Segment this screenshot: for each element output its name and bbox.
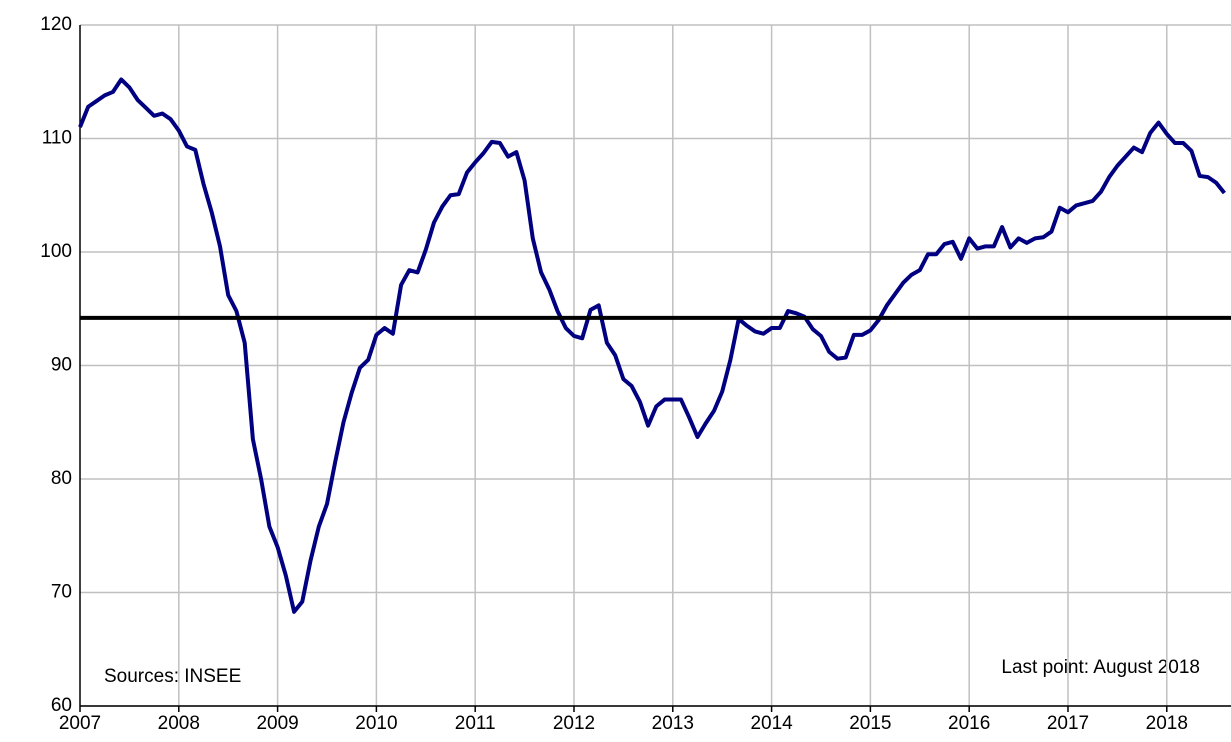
- x-tick-label: 2012: [553, 713, 595, 734]
- x-tick-label: 2010: [355, 713, 397, 734]
- y-tick-label: 60: [51, 695, 72, 716]
- data-line: [78, 77, 1226, 614]
- x-tick-label: 2016: [948, 713, 990, 734]
- y-tick-label: 70: [51, 582, 72, 603]
- x-tick-label: 2008: [158, 713, 200, 734]
- last-point-note: Last point: August 2018: [1001, 657, 1200, 678]
- x-tick-label: 2013: [652, 713, 694, 734]
- y-tick-label: 90: [51, 355, 72, 376]
- y-tick-label: 110: [42, 128, 72, 149]
- source-note: Sources: INSEE: [104, 666, 241, 687]
- y-tick-label: 120: [40, 14, 72, 35]
- y-tick-label: 100: [40, 241, 72, 262]
- x-tick-label: 2018: [1146, 713, 1188, 734]
- x-tick-label: 2015: [849, 713, 891, 734]
- x-tick-label: 2007: [59, 713, 101, 734]
- x-tick-label: 2011: [455, 713, 496, 734]
- x-tick-label: 2009: [256, 713, 298, 734]
- y-tick-label: 80: [51, 468, 72, 489]
- x-tick-label: 2014: [750, 713, 793, 734]
- x-tick-label: 2017: [1047, 713, 1089, 734]
